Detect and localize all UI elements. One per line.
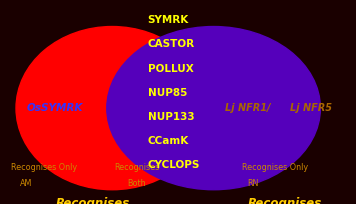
Text: CASTOR: CASTOR xyxy=(148,39,195,50)
Text: NUP85: NUP85 xyxy=(148,88,187,98)
Text: CYCLOPS: CYCLOPS xyxy=(148,160,200,170)
Text: AM: AM xyxy=(20,178,32,187)
Text: Lj NFR5: Lj NFR5 xyxy=(290,103,333,113)
Ellipse shape xyxy=(107,27,320,190)
Ellipse shape xyxy=(16,27,208,190)
Text: Recognises: Recognises xyxy=(114,163,160,172)
Text: SYMRK: SYMRK xyxy=(148,15,189,26)
Text: Lj NFR1/: Lj NFR1/ xyxy=(225,103,270,113)
Text: Recognises: Recognises xyxy=(248,197,322,204)
Text: Both: Both xyxy=(128,178,146,187)
Text: CCamK: CCamK xyxy=(148,136,189,146)
Text: POLLUX: POLLUX xyxy=(148,63,194,74)
Text: OsSYMRK: OsSYMRK xyxy=(27,103,83,113)
Text: RN: RN xyxy=(247,178,259,187)
Text: NUP133: NUP133 xyxy=(148,112,194,122)
Text: Recognises Only: Recognises Only xyxy=(11,163,77,172)
Text: Recognises: Recognises xyxy=(56,197,130,204)
Text: Recognises Only: Recognises Only xyxy=(242,163,308,172)
